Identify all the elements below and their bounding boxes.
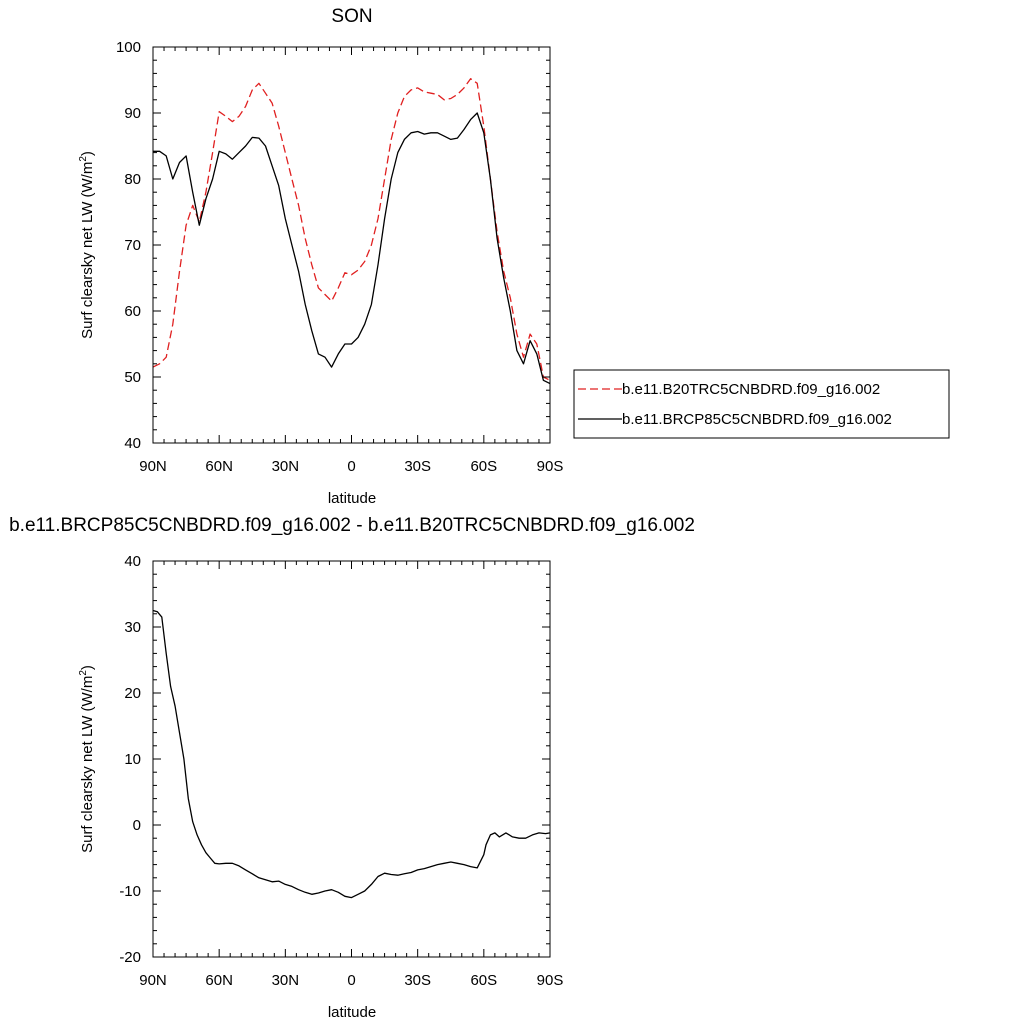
y-tick-label: 40 <box>124 553 141 570</box>
y-tick-label: 100 <box>116 39 141 56</box>
x-tick-label: 90N <box>139 458 167 475</box>
top-ylabel-sup: 2 <box>78 156 89 162</box>
x-tick-label: 30N <box>272 972 300 989</box>
bottom-plot: b.e11.BRCP85C5CNBDRD.f09_g16.002 - b.e11… <box>9 515 695 1021</box>
bottom-ylabel-sup: 2 <box>78 670 89 676</box>
x-tick-label: 60N <box>205 458 233 475</box>
plot0-series-line-1 <box>153 112 551 385</box>
x-tick-label: 0 <box>347 972 355 989</box>
x-tick-label: 60N <box>205 972 233 989</box>
x-tick-label: 90N <box>139 972 167 989</box>
x-tick-label: 90S <box>537 972 564 989</box>
top-plot-ylabel: Surf clearsky net LW (W/m2) <box>78 151 96 339</box>
y-tick-label: 80 <box>124 171 141 188</box>
bottom-plot-xlabel: latitude <box>328 1004 376 1021</box>
x-tick-label: 60S <box>470 458 497 475</box>
legend-entry-brcp85: b.e11.BRCP85C5CNBDRD.f09_g16.002 <box>622 411 892 428</box>
legend-entry-b20trc: b.e11.B20TRC5CNBDRD.f09_g16.002 <box>622 381 880 398</box>
plot0-series-line-0 <box>152 78 551 381</box>
y-tick-label: 50 <box>124 369 141 386</box>
x-tick-label: 60S <box>470 972 497 989</box>
bottom-plot-title: b.e11.BRCP85C5CNBDRD.f09_g16.002 - b.e11… <box>9 515 695 536</box>
top-plot: SON 90N 60N 30N 0 30S 60S 90S 40 50 60 70 80 90 100 l… <box>78 6 950 507</box>
y-tick-label: 70 <box>124 237 141 254</box>
y-tick-label: 30 <box>124 619 141 636</box>
bottom-plot-series-group <box>152 609 551 899</box>
bottom-ylabel-main: Surf clearsky net LW (W/m <box>79 676 96 853</box>
y-tick-label: 0 <box>133 817 141 834</box>
plot1-series-line-0 <box>152 609 551 899</box>
y-tick-label: 60 <box>124 303 141 320</box>
top-plot-series-group <box>152 78 551 385</box>
x-tick-label: 30N <box>272 458 300 475</box>
y-tick-label: 10 <box>124 751 141 768</box>
bottom-ylabel-close: ) <box>79 665 96 670</box>
bottom-plot-ticks: 90N 60N 30N 0 30S 60S 90S -20 -10 0 10 20 30 40 <box>119 553 563 989</box>
top-plot-legend: b.e11.B20TRC5CNBDRD.f09_g16.002 b.e11.BR… <box>573 369 950 439</box>
y-tick-label: 90 <box>124 105 141 122</box>
x-tick-label: 90S <box>537 458 564 475</box>
y-tick-label: 40 <box>124 435 141 452</box>
legend-box <box>573 369 950 439</box>
y-tick-label: 20 <box>124 685 141 702</box>
y-tick-label: -10 <box>119 883 141 900</box>
top-ylabel-close: ) <box>79 151 96 156</box>
top-ylabel-main: Surf clearsky net LW (W/m <box>79 162 96 339</box>
top-plot-ticks: 90N 60N 30N 0 30S 60S 90S 40 50 60 70 80 90 100 <box>116 39 563 475</box>
x-tick-label: 30S <box>404 972 431 989</box>
top-plot-xlabel: latitude <box>328 490 376 507</box>
top-plot-frame <box>152 46 551 444</box>
x-tick-label: 0 <box>347 458 355 475</box>
x-tick-label: 30S <box>404 458 431 475</box>
top-plot-title: SON <box>331 6 372 27</box>
bottom-plot-ylabel: Surf clearsky net LW (W/m2) <box>78 665 96 853</box>
y-tick-label: -20 <box>119 949 141 966</box>
